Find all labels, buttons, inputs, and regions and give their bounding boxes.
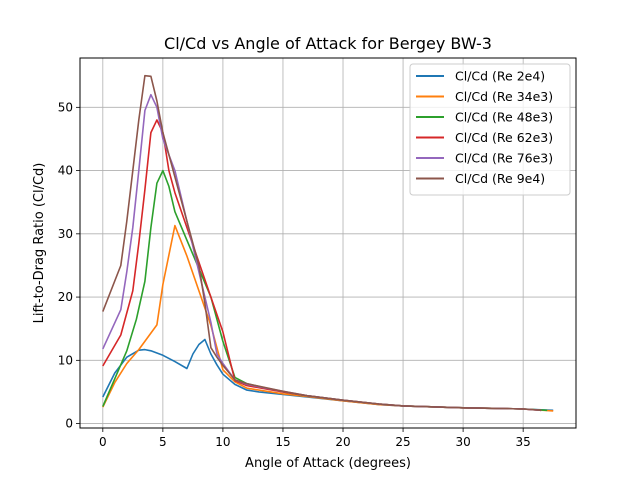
y-axis-label: Lift-to-Drag Ratio (Cl/Cd) — [32, 163, 47, 324]
legend-label: Cl/Cd (Re 9e4) — [455, 171, 545, 186]
legend-label: Cl/Cd (Re 2e4) — [455, 69, 545, 84]
legend-label: Cl/Cd (Re 34e3) — [455, 89, 553, 104]
legend-label: Cl/Cd (Re 48e3) — [455, 110, 553, 125]
y-tick-label: 20 — [58, 290, 73, 304]
x-axis-label: Angle of Attack (degrees) — [245, 456, 411, 471]
x-tick-label: 20 — [335, 435, 350, 449]
x-tick-label: 15 — [275, 435, 290, 449]
y-tick-label: 0 — [65, 417, 73, 431]
y-tick-label: 30 — [58, 227, 73, 241]
y-tick-label: 10 — [58, 353, 73, 367]
y-tick-label: 50 — [58, 100, 73, 114]
series-line — [102, 74, 542, 412]
legend-label: Cl/Cd (Re 62e3) — [455, 130, 553, 145]
x-tick-label: 0 — [99, 435, 107, 449]
x-tick-label: 35 — [516, 435, 531, 449]
plot-frame — [79, 57, 577, 429]
x-tick-label: 30 — [455, 435, 470, 449]
legend-label: Cl/Cd (Re 76e3) — [455, 151, 553, 166]
y-tick-label: 40 — [58, 164, 73, 178]
y-axis: 0 10 20 30 40 50 — [58, 100, 80, 431]
x-tick-label: 10 — [215, 435, 230, 449]
legend: Cl/Cd (Re 2e4) Cl/Cd (Re 34e3) Cl/Cd (Re 4… — [409, 63, 571, 196]
x-tick-label: 25 — [395, 435, 410, 449]
chart-title: Cl/Cd vs Angle of Attack for Bergey BW-3 — [164, 34, 492, 53]
x-axis: 0 5 10 15 20 25 30 35 — [99, 428, 531, 449]
series-layer — [102, 74, 554, 412]
x-tick-label: 5 — [159, 435, 167, 449]
legend-box — [409, 63, 571, 196]
